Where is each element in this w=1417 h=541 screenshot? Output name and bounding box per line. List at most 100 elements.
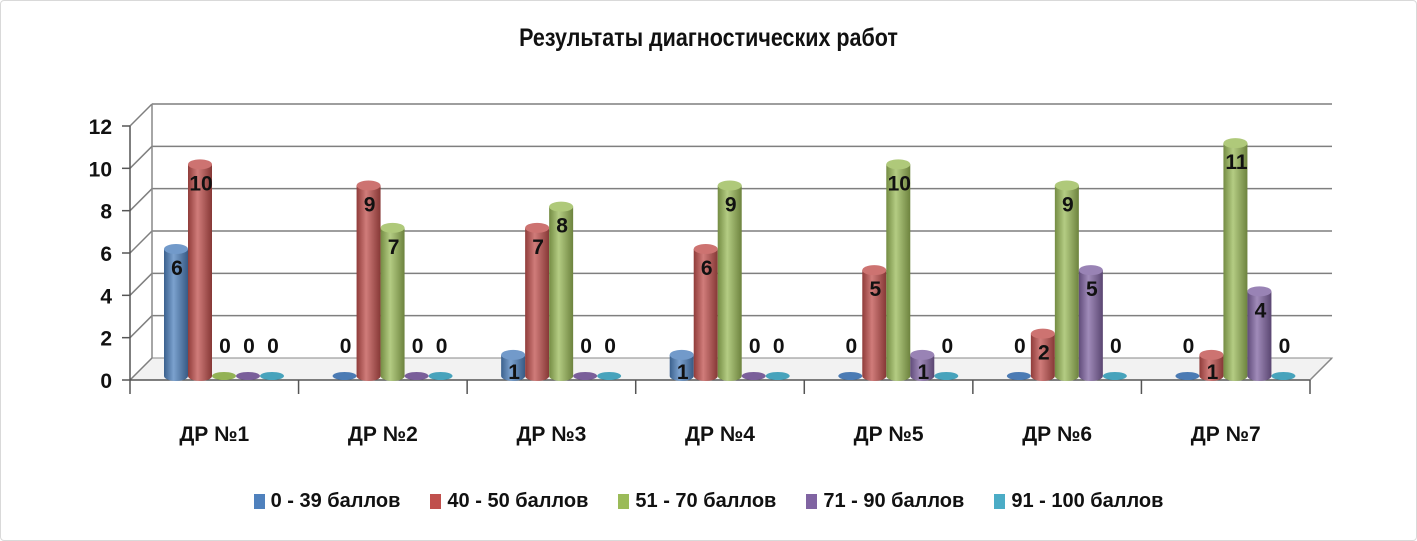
y-tick-label: 8 <box>100 201 112 224</box>
bar-top <box>356 180 381 191</box>
x-tick-label: ДР №3 <box>516 423 586 446</box>
chart-legend: 0 - 39 баллов 40 - 50 баллов 51 - 70 балло… <box>0 490 1417 513</box>
data-label: 9 <box>1062 194 1074 217</box>
data-label: 1 <box>917 361 929 384</box>
bar-top <box>428 372 453 380</box>
data-label: 0 <box>340 335 352 358</box>
bar-top <box>765 372 790 380</box>
bar-top <box>862 265 887 276</box>
legend-item: 40 - 50 баллов <box>430 490 588 513</box>
bar <box>765 372 790 380</box>
y-tick-label: 0 <box>100 370 112 393</box>
data-label: 7 <box>532 236 544 259</box>
data-label: 5 <box>1086 278 1098 301</box>
bar <box>164 244 188 381</box>
bar <box>1102 372 1127 380</box>
bar-top <box>717 180 742 191</box>
bar-body <box>380 227 405 382</box>
bar <box>1247 286 1272 382</box>
bar-body <box>501 354 526 381</box>
gridline-diagonal <box>129 230 153 254</box>
bar <box>1175 372 1200 380</box>
bar-top <box>236 372 260 380</box>
bar-top <box>188 159 212 170</box>
bar <box>380 222 405 382</box>
bar <box>669 349 694 382</box>
gridline-diagonal <box>129 272 153 296</box>
legend-item: 0 - 39 баллов <box>253 490 401 513</box>
gridline-diagonal <box>129 315 153 339</box>
y-tick-label: 10 <box>89 158 112 181</box>
bar-top <box>212 372 236 380</box>
y-tick-label: 4 <box>100 285 112 308</box>
bar-top <box>525 222 550 233</box>
x-axis-end <box>1309 357 1333 381</box>
bar <box>188 159 212 381</box>
bar <box>597 372 622 380</box>
gridline-diagonal <box>129 103 153 127</box>
bar-top <box>1078 265 1103 276</box>
data-label: 0 <box>243 335 255 358</box>
legend-label: 0 - 39 баллов <box>270 490 401 512</box>
legend-swatch <box>994 494 1006 509</box>
data-label: 9 <box>364 194 376 217</box>
bar-top <box>1271 372 1296 380</box>
bar <box>236 372 260 380</box>
bar-top <box>1199 349 1224 360</box>
data-label: 0 <box>412 335 424 358</box>
bar-top <box>1102 372 1127 380</box>
y-tick-label: 12 <box>89 116 112 139</box>
bar-top <box>549 201 574 212</box>
bar <box>838 372 863 380</box>
bar-body <box>669 354 694 382</box>
data-label: 7 <box>388 236 400 259</box>
bar <box>717 180 742 382</box>
data-label: 0 <box>749 335 761 358</box>
bar-body <box>1054 185 1079 382</box>
bar <box>1006 372 1031 380</box>
data-label: 0 <box>845 335 857 358</box>
data-label: 0 <box>1183 335 1195 358</box>
bar-top <box>501 349 526 360</box>
bar-top <box>260 372 284 380</box>
gridline-diagonal <box>129 145 153 169</box>
bar <box>1078 265 1103 382</box>
gridline-diagonal <box>129 357 153 381</box>
bar <box>1054 180 1079 382</box>
bar-top <box>380 222 405 233</box>
bar <box>549 201 574 382</box>
bar <box>332 372 357 380</box>
bar-body <box>356 185 381 382</box>
bar-body <box>862 270 887 382</box>
bar <box>910 349 935 382</box>
y-tick-label: 2 <box>100 328 112 351</box>
bar-top <box>1223 138 1248 149</box>
data-label: 0 <box>1014 335 1026 358</box>
data-label: 0 <box>773 335 785 358</box>
bar-body <box>717 185 742 382</box>
data-label: 0 <box>941 335 953 358</box>
bar <box>356 180 381 382</box>
bar-body <box>1223 143 1248 382</box>
bar-top <box>1247 286 1272 297</box>
data-label: 4 <box>1255 299 1267 322</box>
legend-label: 91 - 100 баллов <box>1011 490 1164 512</box>
bar <box>573 372 598 380</box>
bar-top <box>332 372 357 380</box>
legend-label: 40 - 50 баллов <box>447 490 589 512</box>
legend-swatch <box>430 494 442 509</box>
data-label: 8 <box>556 215 568 238</box>
bar-top <box>1054 180 1079 191</box>
bar-body <box>886 164 911 382</box>
bar-body <box>188 164 212 381</box>
legend-swatch <box>253 494 265 509</box>
x-tick-label: ДР №5 <box>854 423 924 446</box>
bar-top <box>1030 328 1055 339</box>
bar-body <box>1199 354 1224 382</box>
bar-top <box>741 372 766 380</box>
bar <box>1199 349 1224 382</box>
bar <box>886 159 911 382</box>
data-label: 0 <box>1279 335 1291 358</box>
bar <box>1271 372 1296 380</box>
bar-body <box>1247 291 1272 382</box>
